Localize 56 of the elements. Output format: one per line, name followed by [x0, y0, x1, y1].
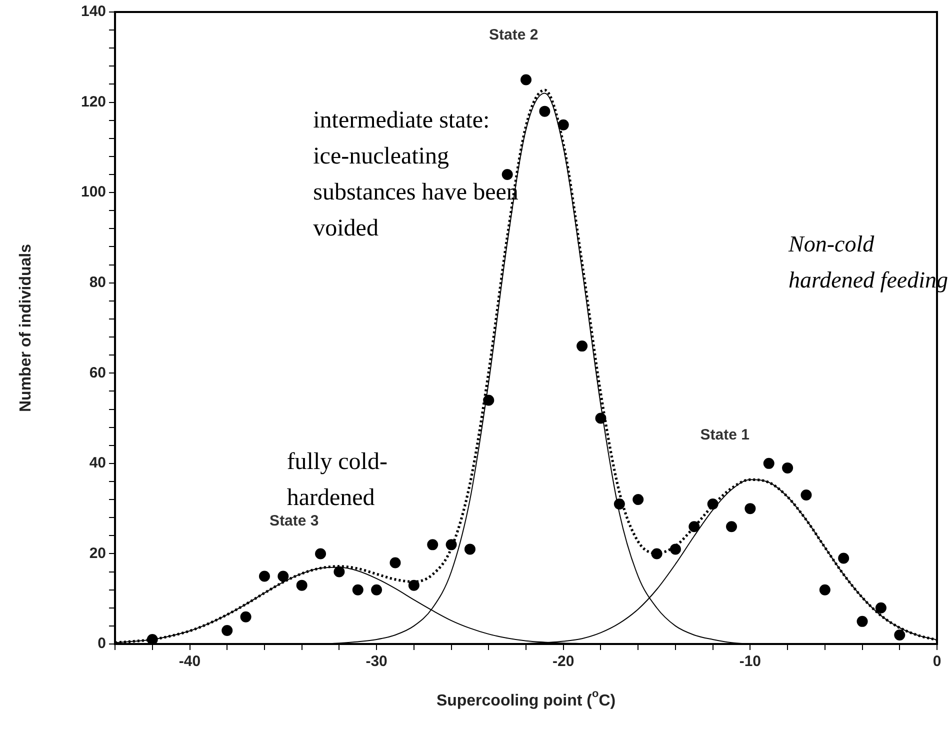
y-tick-label: 0	[98, 635, 106, 652]
point	[352, 584, 364, 596]
point	[688, 521, 700, 532]
point	[464, 544, 476, 555]
point	[875, 602, 886, 614]
y-tick-label: 40	[89, 454, 106, 472]
y-axis-title: Number of individuals	[17, 244, 34, 412]
point	[838, 552, 850, 564]
point	[651, 548, 662, 560]
point	[146, 634, 158, 644]
point	[334, 566, 345, 578]
point	[632, 494, 644, 506]
point	[502, 169, 513, 180]
y-tick-label: 120	[80, 93, 106, 110]
annotation: State 2	[489, 26, 538, 44]
point	[614, 498, 625, 510]
x-tick-label: -30	[366, 653, 388, 670]
y-tick-label: 60	[89, 364, 106, 382]
y-tick-label: 100	[80, 184, 106, 201]
point	[258, 570, 270, 582]
point	[856, 616, 868, 627]
point	[222, 624, 233, 636]
x-tick-label: -10	[739, 653, 762, 670]
point	[240, 611, 252, 622]
x-tick-label: -20	[552, 653, 574, 670]
point	[558, 119, 569, 130]
y-tick-label: 20	[89, 544, 106, 562]
y-tick-label: 80	[89, 274, 106, 291]
point	[520, 74, 532, 86]
point	[446, 539, 457, 550]
point	[800, 490, 812, 501]
point	[744, 503, 756, 514]
annotation: State 1	[700, 426, 750, 444]
point	[819, 584, 830, 596]
point	[894, 629, 906, 640]
point	[707, 498, 718, 510]
point	[726, 521, 738, 532]
point	[278, 570, 289, 582]
point	[371, 584, 382, 596]
annotation: State 3	[270, 512, 319, 530]
point	[315, 548, 326, 560]
point	[670, 544, 681, 555]
point	[576, 340, 588, 352]
point	[595, 412, 606, 424]
x-tick-label: 0	[932, 653, 942, 670]
point	[427, 539, 438, 550]
point	[539, 106, 550, 117]
point	[296, 580, 308, 591]
annotation: fully cold- hardened	[286, 448, 388, 511]
point	[483, 394, 494, 406]
point	[782, 462, 794, 474]
point	[408, 580, 420, 591]
x-tick-label: -40	[178, 653, 201, 670]
point	[390, 557, 401, 568]
y-tick-label: 140	[80, 3, 106, 20]
point	[763, 458, 774, 469]
